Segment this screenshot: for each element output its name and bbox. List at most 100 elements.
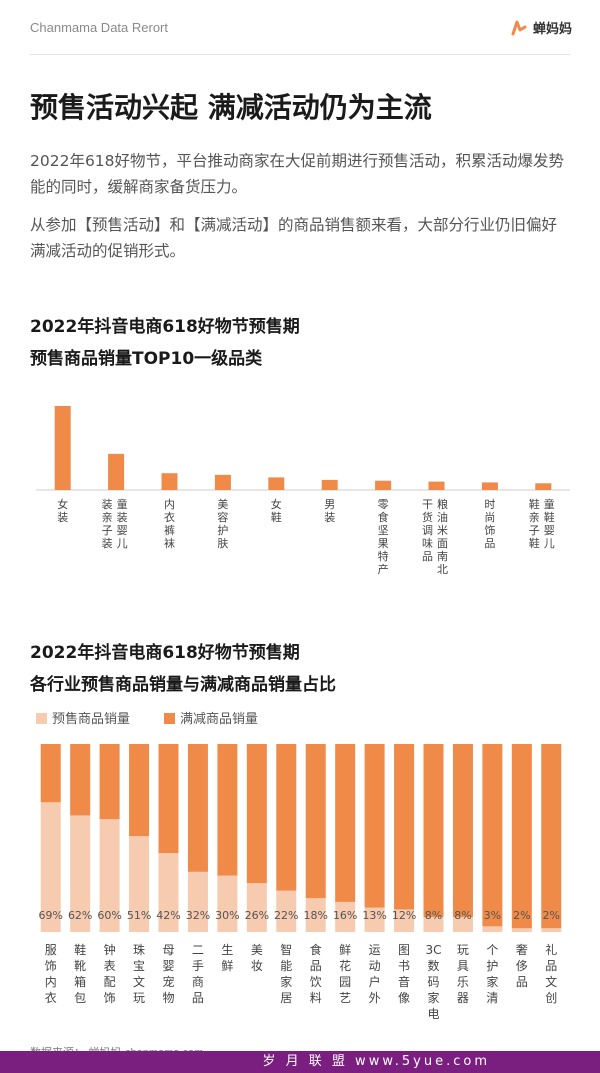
chart2-bar-discount [335,744,356,902]
chart2-bar-discount [364,744,385,908]
chart2-bar-discount [40,744,61,803]
chart2-bar-discount [482,744,503,927]
chart1-bar [535,483,552,490]
chart1-subtitle: 预售商品销量TOP10一级品类 [30,349,263,369]
chart1-bar [268,477,285,490]
site-watermark-bar: 岁 月 联 盟 www.5yue.com [0,1051,600,1073]
chart2-bar-discount [394,744,415,910]
chart2-category-label: 3C 数码家电 [425,943,441,1021]
chart1-bar [161,473,178,490]
chart2-category-label: 珠宝文玩 [133,943,145,1005]
chart2-bar-discount [217,744,238,876]
chart1-bar [428,481,445,490]
chart2-category-label: 食品饮料 [310,942,322,1005]
chart1-bar [375,480,392,490]
chart2-data-label: 12% [392,909,416,922]
chart2-category-label: 二手商品 [192,943,204,1005]
chart1-category-label: 男装 [324,498,335,524]
chart2-data-label: 8% [454,909,471,922]
chart1-category-label: 零食坚果特产 [378,498,389,576]
chart2-data-label: 2% [513,909,530,922]
chart2-category-label: 生鲜 [221,943,233,973]
chart2-bar-discount [511,744,532,929]
chart2-bar-presale [452,916,473,932]
chart2-category-label: 钟表配饰 [104,942,116,1005]
chart1-category-label: 内衣裤袜 [164,497,175,550]
chart2-bar-presale [99,819,120,932]
chart1-bar [108,453,125,490]
chart2-bar-discount [129,744,150,837]
chart2-category-label: 个护家清 [486,943,498,1005]
chart2-bar-discount [70,744,91,816]
chart1-category-label: 装亲子装 [102,498,113,550]
chart2-category-label: 玩具乐器 [457,943,469,1005]
chart2-category-label: 礼品文创 [545,942,557,1005]
chart2-category-label: 美妆 [251,943,263,973]
chanmama-logo-icon [511,20,527,35]
chart2-bar-discount [423,744,444,917]
chart2-bar-presale [276,890,297,932]
chart1-category-label: 干货调味品 [422,498,433,563]
chart2-bar-discount [187,744,208,872]
chart2-category-label: 鲜花园艺 [339,943,351,1005]
chart2-bar-presale [335,901,356,932]
chart1-category-label: 时尚饰品 [484,498,495,550]
chart2-category-label: 运动户外 [369,943,381,1005]
chart1-category-label: 美容护肤 [217,498,228,550]
chart2-subtitle: 各行业预售商品销量与满减商品销量占比 [30,675,336,695]
chart1-category-label: 粮油米面南北 [437,497,448,576]
chart2-bar-discount [99,744,120,820]
chart2-bar-presale [394,909,415,932]
industry-share-stacked-chart: 预售商品销量 满减商品销量 69% 服饰内衣 62% 鞋靴箱包 60% 钟表配饰 51% 珠宝文玩… [36,711,562,1021]
chart2-bar-presale [70,815,91,932]
logo-text: 蝉妈妈 [532,22,572,37]
chart1-title: 2022年抖音电商618好物节预售期 [30,317,300,337]
chart1-bar [214,474,231,490]
chart2-bar-discount [158,744,179,854]
chart1-bar [54,406,71,490]
legend-discount-label: 满减商品销量 [180,712,258,727]
chart2-bar-presale [40,802,61,932]
chart2-data-label: 26% [245,909,269,922]
chart1-category-label: 童鞋婴儿 [544,497,555,550]
chart1-category-label: 鞋亲子鞋 [529,497,540,550]
chart2-bar-presale [187,871,208,932]
chart2-data-label: 22% [274,909,298,922]
chart2-bar-presale [129,836,150,932]
chart2-category-label: 奢侈品 [516,943,528,989]
intro-paragraph-2: 从参加【预售活动】和【满减活动】的商品销售额来看，大部分行业仍旧偏好满减活动的促… [30,216,558,260]
legend-discount-swatch [164,713,175,724]
chart2-data-label: 16% [333,909,357,922]
chart2-data-label: 13% [362,909,386,922]
chart2-bar-discount [246,744,267,884]
chart2-data-label: 2% [543,909,560,922]
intro-paragraph-1: 2022年618好物节，平台推动商家在大促前期进行预售活动，积累活动爆发势能的同… [30,152,565,196]
chart2-category-label: 服饰内衣 [45,943,57,1005]
chart2-data-label: 30% [215,909,239,922]
chart2-bar-presale [246,883,267,932]
chart2-data-label: 8% [425,909,442,922]
chart2-bar-presale [217,875,238,932]
chart2-bar-discount [305,744,326,899]
chart2-data-label: 18% [303,909,327,922]
report-brand: Chanmama Data Rerort [30,20,168,35]
chart2-data-label: 42% [156,909,180,922]
chart2-bar-presale [482,926,503,932]
chart2-bar-discount [452,744,473,917]
chart2-data-label: 3% [484,909,501,922]
chart2-bar-discount [276,744,297,891]
chart2-bar-presale [158,853,179,932]
chart2-data-label: 32% [186,909,210,922]
chart2-data-label: 62% [68,909,92,922]
chart2-title: 2022年抖音电商618好物节预售期 [30,643,300,663]
chart2-category-label: 母婴宠物 [162,943,174,1005]
chart1-bar [481,482,498,490]
chart2-bar-discount [541,744,562,929]
chart2-data-label: 51% [127,909,151,922]
chanmama-logo: 蝉妈妈 [510,18,572,37]
chart2-category-label: 图书音像 [398,943,410,1005]
chart2-data-label: 60% [97,909,121,922]
legend-presale-swatch [36,713,47,724]
chart2-bar-presale [364,907,385,932]
chart2-bar-presale [511,928,532,932]
